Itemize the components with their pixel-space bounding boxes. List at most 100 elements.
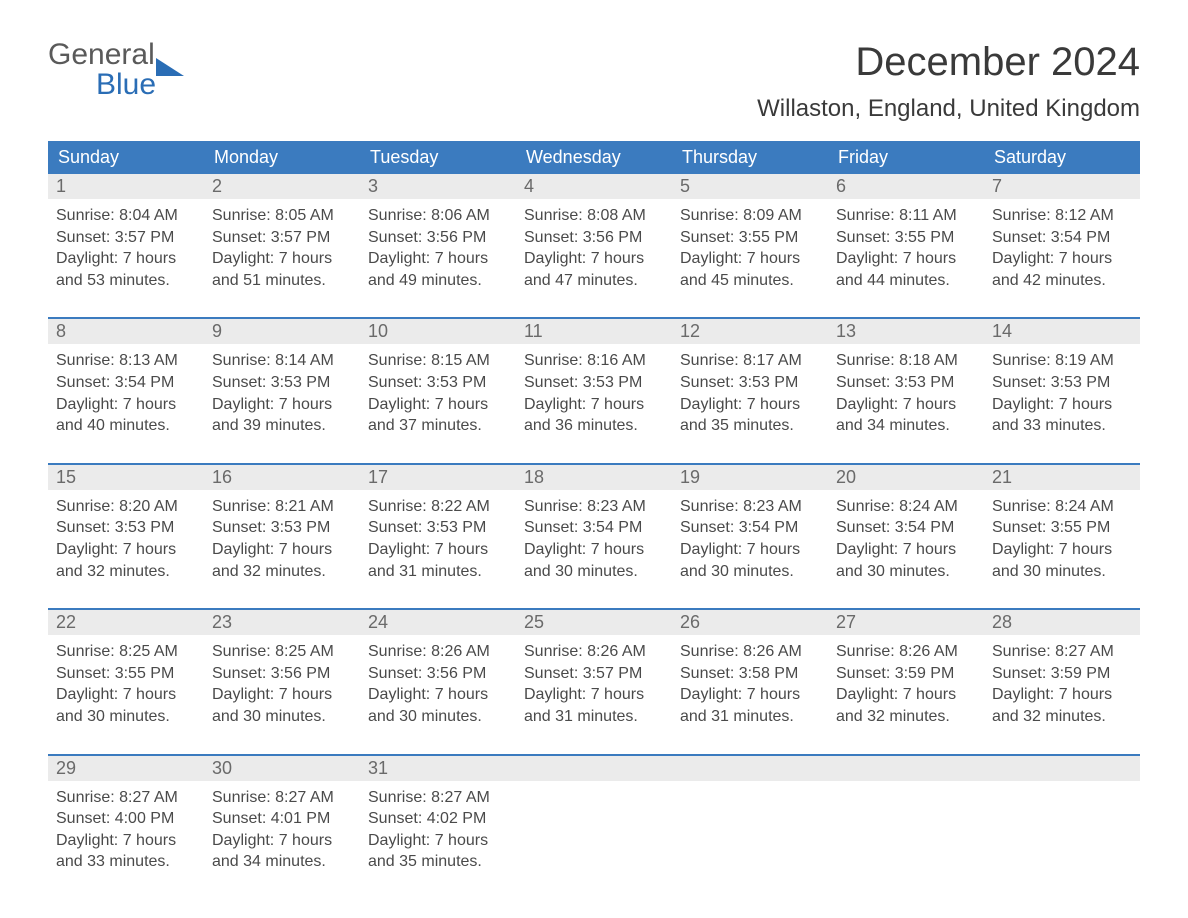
day-cell: Sunrise: 8:12 AMSunset: 3:54 PMDaylight:… (984, 199, 1140, 299)
day-cell: Sunrise: 8:26 AMSunset: 3:59 PMDaylight:… (828, 635, 984, 735)
day-number: 28 (984, 610, 1140, 635)
day-number: 21 (984, 465, 1140, 490)
day-cell: Sunrise: 8:24 AMSunset: 3:55 PMDaylight:… (984, 490, 1140, 590)
day-number: 13 (828, 319, 984, 344)
days-of-week-row: SundayMondayTuesdayWednesdayThursdayFrid… (48, 141, 1140, 174)
sunset-line: Sunset: 3:55 PM (56, 663, 196, 685)
daylight-line: Daylight: 7 hours and 33 minutes. (56, 830, 196, 873)
day-cell: Sunrise: 8:23 AMSunset: 3:54 PMDaylight:… (516, 490, 672, 590)
dow-thursday: Thursday (672, 141, 828, 174)
day-cell: Sunrise: 8:11 AMSunset: 3:55 PMDaylight:… (828, 199, 984, 299)
day-number: 30 (204, 756, 360, 781)
day-number: 22 (48, 610, 204, 635)
header: General Blue December 2024 Willaston, En… (48, 40, 1140, 123)
day-number: 19 (672, 465, 828, 490)
day-cell: Sunrise: 8:08 AMSunset: 3:56 PMDaylight:… (516, 199, 672, 299)
sunset-line: Sunset: 3:57 PM (212, 227, 352, 249)
daylight-line: Daylight: 7 hours and 30 minutes. (680, 539, 820, 582)
day-number: 29 (48, 756, 204, 781)
day-cell: Sunrise: 8:25 AMSunset: 3:56 PMDaylight:… (204, 635, 360, 735)
daylight-line: Daylight: 7 hours and 34 minutes. (836, 394, 976, 437)
sunrise-line: Sunrise: 8:27 AM (368, 787, 508, 809)
day-number: 8 (48, 319, 204, 344)
day-number (984, 756, 1140, 781)
sunrise-line: Sunrise: 8:11 AM (836, 205, 976, 227)
daynum-strip: 15161718192021 (48, 465, 1140, 490)
sunrise-line: Sunrise: 8:27 AM (212, 787, 352, 809)
sunrise-line: Sunrise: 8:26 AM (680, 641, 820, 663)
day-number: 17 (360, 465, 516, 490)
daylight-line: Daylight: 7 hours and 35 minutes. (368, 830, 508, 873)
daylight-line: Daylight: 7 hours and 42 minutes. (992, 248, 1132, 291)
sunset-line: Sunset: 3:53 PM (212, 517, 352, 539)
daylight-line: Daylight: 7 hours and 30 minutes. (524, 539, 664, 582)
daylight-line: Daylight: 7 hours and 30 minutes. (836, 539, 976, 582)
day-number (672, 756, 828, 781)
location: Willaston, England, United Kingdom (757, 95, 1140, 123)
sunset-line: Sunset: 4:00 PM (56, 808, 196, 830)
sunrise-line: Sunrise: 8:14 AM (212, 350, 352, 372)
sunrise-line: Sunrise: 8:18 AM (836, 350, 976, 372)
daylight-line: Daylight: 7 hours and 33 minutes. (992, 394, 1132, 437)
daylight-line: Daylight: 7 hours and 36 minutes. (524, 394, 664, 437)
sunset-line: Sunset: 3:53 PM (524, 372, 664, 394)
month-title: December 2024 (757, 40, 1140, 85)
logo: General Blue (48, 40, 184, 100)
day-cell: Sunrise: 8:27 AMSunset: 4:02 PMDaylight:… (360, 781, 516, 881)
day-number: 25 (516, 610, 672, 635)
sunset-line: Sunset: 3:55 PM (992, 517, 1132, 539)
day-cell: Sunrise: 8:18 AMSunset: 3:53 PMDaylight:… (828, 344, 984, 444)
day-cell: Sunrise: 8:15 AMSunset: 3:53 PMDaylight:… (360, 344, 516, 444)
day-number: 6 (828, 174, 984, 199)
sunrise-line: Sunrise: 8:24 AM (836, 496, 976, 518)
sunrise-line: Sunrise: 8:22 AM (368, 496, 508, 518)
day-cell: Sunrise: 8:27 AMSunset: 4:00 PMDaylight:… (48, 781, 204, 881)
sunset-line: Sunset: 3:56 PM (368, 663, 508, 685)
sunset-line: Sunset: 3:54 PM (56, 372, 196, 394)
sunrise-line: Sunrise: 8:27 AM (56, 787, 196, 809)
daylight-line: Daylight: 7 hours and 35 minutes. (680, 394, 820, 437)
sunset-line: Sunset: 4:02 PM (368, 808, 508, 830)
week-row: 22232425262728Sunrise: 8:25 AMSunset: 3:… (48, 608, 1140, 735)
sunrise-line: Sunrise: 8:08 AM (524, 205, 664, 227)
sunset-line: Sunset: 3:55 PM (680, 227, 820, 249)
logo-line1: General (48, 40, 156, 70)
daylight-line: Daylight: 7 hours and 32 minutes. (836, 684, 976, 727)
daylight-line: Daylight: 7 hours and 34 minutes. (212, 830, 352, 873)
daylight-line: Daylight: 7 hours and 37 minutes. (368, 394, 508, 437)
day-number: 10 (360, 319, 516, 344)
sunset-line: Sunset: 3:53 PM (680, 372, 820, 394)
logo-line2: Blue (48, 70, 156, 100)
dow-monday: Monday (204, 141, 360, 174)
sunset-line: Sunset: 3:53 PM (368, 372, 508, 394)
sunset-line: Sunset: 3:56 PM (212, 663, 352, 685)
day-number (828, 756, 984, 781)
sunset-line: Sunset: 3:54 PM (680, 517, 820, 539)
sunrise-line: Sunrise: 8:20 AM (56, 496, 196, 518)
day-cell: Sunrise: 8:27 AMSunset: 3:59 PMDaylight:… (984, 635, 1140, 735)
sunrise-line: Sunrise: 8:23 AM (524, 496, 664, 518)
daylight-line: Daylight: 7 hours and 44 minutes. (836, 248, 976, 291)
day-number (516, 756, 672, 781)
sunset-line: Sunset: 3:59 PM (836, 663, 976, 685)
day-cell: Sunrise: 8:25 AMSunset: 3:55 PMDaylight:… (48, 635, 204, 735)
sunset-line: Sunset: 3:56 PM (524, 227, 664, 249)
day-number: 31 (360, 756, 516, 781)
daylight-line: Daylight: 7 hours and 31 minutes. (524, 684, 664, 727)
day-number: 20 (828, 465, 984, 490)
sunrise-line: Sunrise: 8:13 AM (56, 350, 196, 372)
sunset-line: Sunset: 3:54 PM (992, 227, 1132, 249)
daylight-line: Daylight: 7 hours and 49 minutes. (368, 248, 508, 291)
day-cell: Sunrise: 8:05 AMSunset: 3:57 PMDaylight:… (204, 199, 360, 299)
sunrise-line: Sunrise: 8:19 AM (992, 350, 1132, 372)
day-cell: Sunrise: 8:27 AMSunset: 4:01 PMDaylight:… (204, 781, 360, 881)
day-number: 15 (48, 465, 204, 490)
day-number: 5 (672, 174, 828, 199)
daylight-line: Daylight: 7 hours and 32 minutes. (56, 539, 196, 582)
day-number: 12 (672, 319, 828, 344)
dow-wednesday: Wednesday (516, 141, 672, 174)
sunset-line: Sunset: 3:54 PM (524, 517, 664, 539)
day-number: 11 (516, 319, 672, 344)
daylight-line: Daylight: 7 hours and 45 minutes. (680, 248, 820, 291)
title-block: December 2024 Willaston, England, United… (757, 40, 1140, 123)
